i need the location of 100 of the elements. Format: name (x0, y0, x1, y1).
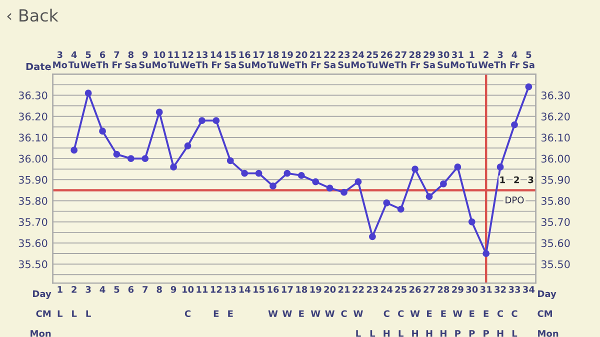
y2-tick-label: 35.50 (541, 260, 570, 268)
text: C (398, 310, 404, 318)
x-tick-label: 10 Mo (152, 51, 167, 68)
y2-tick-label: 35.90 (541, 176, 570, 184)
y2-tick-label: 36.00 (541, 154, 570, 163)
x-tick-label: 12 We (180, 51, 196, 68)
y-tick-label: 35.70 (18, 218, 48, 226)
point (383, 199, 390, 206)
x2-tick-label: 33 (508, 286, 520, 293)
text: W (310, 310, 320, 317)
text: W (268, 310, 278, 317)
x-tick-label: 5 Sa (523, 51, 534, 68)
point (170, 164, 178, 170)
x2-tick-label: 16 (268, 286, 279, 293)
text: E (470, 310, 474, 317)
y2-tick-label: 35.70 (541, 218, 570, 226)
y-tick-label: 35.80 (18, 196, 48, 205)
text: C (384, 310, 390, 318)
point (482, 250, 490, 258)
point (84, 90, 92, 97)
point (198, 117, 206, 124)
x2-tick-label: 34 (523, 286, 535, 293)
x-tick-label: 14 Fr (210, 51, 222, 68)
x-tick-label: 1 Tu (466, 51, 477, 68)
point (525, 83, 532, 90)
x-tick-label: 21 Fr (310, 51, 322, 68)
annotation: 3 (528, 176, 534, 184)
point (397, 206, 404, 213)
point (496, 164, 504, 170)
point (184, 142, 192, 150)
text: H (412, 330, 418, 337)
point (142, 155, 149, 162)
x2-tick-label: 23 (366, 286, 378, 293)
x2-tick-label: 14 (239, 286, 250, 293)
x2-tick-label: 22 (352, 286, 364, 293)
text: CM (538, 310, 552, 318)
x-tick-label: 4 Tu (68, 51, 80, 68)
y-tick-label: 36.30 (18, 91, 48, 100)
x-tick-label: 28 Fr (409, 51, 421, 68)
text: L (398, 330, 404, 337)
y2-tick-label: 36.30 (541, 91, 570, 100)
x2-tick-label: 24 (381, 286, 393, 293)
x2-tick-label: 29 (452, 286, 464, 293)
x-tick-label: 13 Th (196, 51, 208, 68)
x-tick-label: 11 Tu (168, 51, 180, 68)
text: ‹ Back (7, 8, 58, 22)
text: P (484, 330, 490, 337)
point (127, 155, 134, 162)
point (70, 146, 78, 154)
point (468, 218, 476, 226)
point (412, 166, 419, 173)
text: H (497, 330, 504, 337)
y2-tick-label: 35.80 (541, 196, 570, 205)
point (368, 233, 376, 240)
x2-tick-label: 3 (86, 286, 91, 293)
x2-tick-label: 26 (409, 286, 421, 293)
x2-tick-label: 21 (338, 286, 350, 293)
text: W (282, 310, 292, 317)
annotation: DPO (506, 196, 524, 204)
y2-tick-label: 36.20 (541, 112, 570, 120)
x-tick-label: 24 Mo (351, 51, 366, 68)
x2-tick-label: 28 (438, 286, 450, 293)
text: H (426, 330, 432, 337)
x-tick-label: 20 Th (295, 51, 308, 68)
point (511, 121, 518, 128)
x2-tick-label: 25 (395, 286, 406, 293)
point (326, 184, 334, 192)
x-tick-label: 3 Mo (53, 51, 68, 68)
y-tick-label: 36.00 (18, 154, 48, 163)
text: H (440, 330, 446, 337)
x2-tick-label: 12 (210, 286, 222, 293)
x2-tick-label: 9 (170, 286, 176, 293)
point (298, 172, 305, 179)
point (99, 128, 106, 135)
x-tick-label: 25 Tu (366, 51, 378, 68)
text: L (72, 310, 77, 317)
text: E (441, 310, 446, 317)
x-tick-label: 9 Su (139, 51, 151, 68)
text: C (497, 310, 504, 318)
x-tick-label: 8 Sa (125, 51, 137, 68)
point (340, 188, 348, 196)
x-tick-label: 16 Su (238, 51, 250, 68)
text: E (484, 310, 488, 317)
text: L (58, 310, 63, 317)
x-axis-title: Date (26, 62, 51, 70)
annotation: 2 (514, 176, 519, 184)
x-tick-label: 7 Fr (112, 51, 122, 68)
x2-tick-label: 8 (156, 286, 162, 293)
x-tick-label: 30 Su (438, 51, 450, 68)
x-tick-label: 19 We (280, 51, 295, 68)
text: W (354, 310, 363, 317)
y2-tick-label: 36.10 (541, 134, 570, 142)
x2-tick-label: 20 (324, 286, 336, 293)
x-tick-label: 18 Tu (267, 51, 279, 68)
text: E (427, 310, 432, 317)
y-tick-label: 36.10 (18, 134, 48, 142)
text: W (410, 310, 420, 317)
x2-tick-label: 17 (282, 286, 293, 293)
x2-tick-label: 15 (254, 286, 264, 293)
text: Day (538, 290, 556, 299)
